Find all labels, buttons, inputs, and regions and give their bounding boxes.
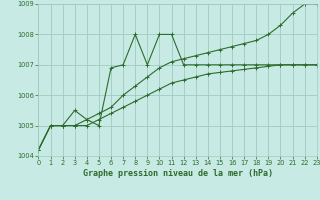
X-axis label: Graphe pression niveau de la mer (hPa): Graphe pression niveau de la mer (hPa) xyxy=(83,169,273,178)
